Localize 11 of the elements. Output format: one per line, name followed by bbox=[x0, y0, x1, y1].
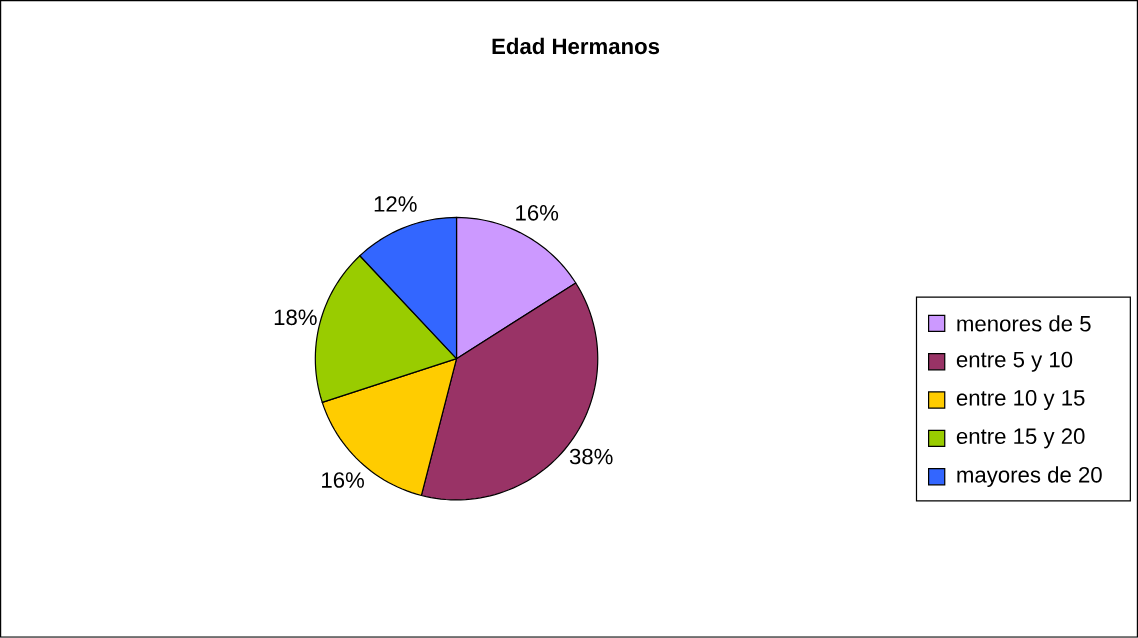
chart-title: Edad Hermanos bbox=[492, 38, 660, 55]
legend-label: menores de 5 bbox=[957, 315, 1091, 332]
data-label: 12% bbox=[374, 196, 417, 212]
data-label: 38% bbox=[569, 448, 613, 465]
data-label: 18% bbox=[274, 309, 317, 326]
legend-label: entre 15 y 20 bbox=[956, 428, 1085, 449]
data-label: 16% bbox=[516, 205, 559, 221]
legend-label: mayores de 20 bbox=[957, 466, 1102, 488]
legend-label: entre 10 y 15 bbox=[956, 390, 1085, 411]
data-label: 16% bbox=[322, 472, 364, 489]
legend-label: entre 5 y 10 bbox=[956, 351, 1073, 372]
